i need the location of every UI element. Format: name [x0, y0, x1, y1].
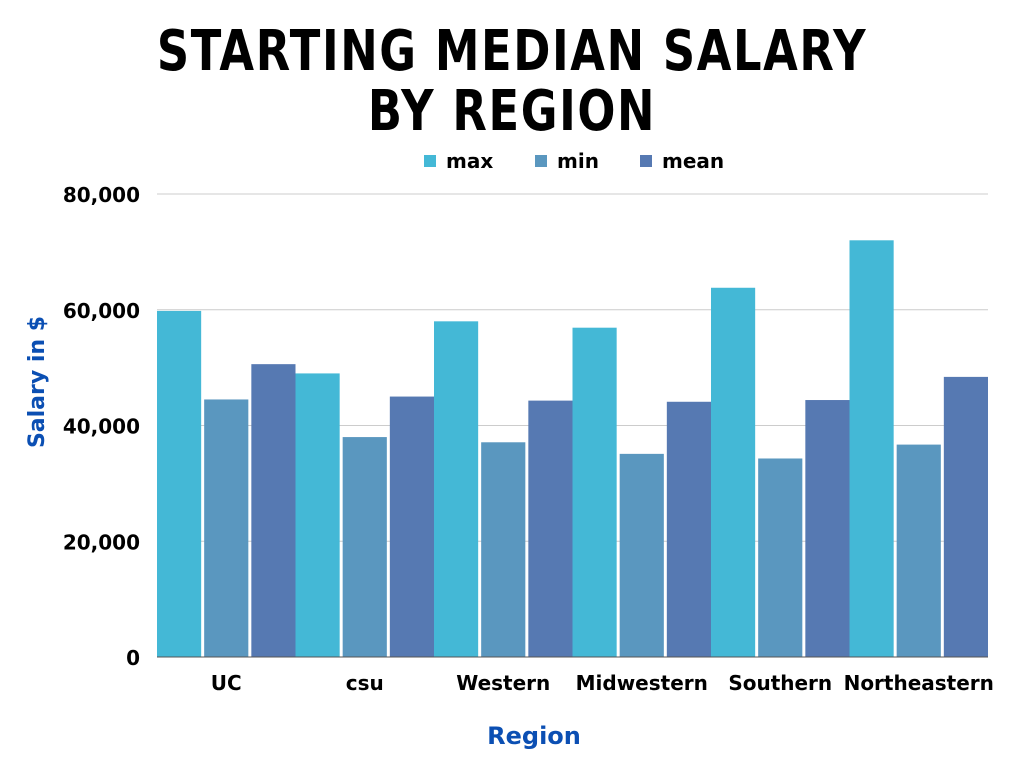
legend-label-mean: mean — [662, 149, 724, 173]
x-tick-label: UC — [211, 671, 242, 695]
chart-title: STARTING MEDIAN SALARY BY REGION — [102, 22, 921, 142]
chart-title-line-2: BY REGION — [367, 79, 657, 144]
legend-swatch-min — [535, 155, 547, 167]
y-tick-label: 0 — [126, 646, 140, 670]
legend-swatch-mean — [640, 155, 652, 167]
x-tick-label: Midwestern — [576, 671, 708, 695]
bar-mean — [528, 400, 573, 657]
bar-max — [849, 240, 894, 658]
legend-swatch-max — [424, 155, 436, 167]
bar-max — [711, 287, 756, 657]
y-tick-label: 20,000 — [63, 530, 140, 554]
bar-mean — [666, 401, 711, 657]
bar-mean — [251, 364, 296, 657]
bar-min — [896, 444, 941, 657]
bar-min — [481, 442, 526, 657]
y-axis-label: Salary in $ — [25, 316, 50, 448]
bar-min — [758, 458, 803, 657]
x-tick-label: csu — [346, 671, 384, 695]
x-axis-label: Region — [487, 722, 581, 750]
bars — [157, 240, 988, 658]
x-tick-label: Western — [456, 671, 550, 695]
legend-label-max: max — [446, 149, 493, 173]
x-tick-label: Northeastern — [844, 671, 994, 695]
bar-min — [619, 453, 664, 657]
bar-mean — [805, 400, 850, 657]
bar-max — [157, 310, 202, 657]
bar-mean — [389, 396, 434, 657]
bar-max — [434, 321, 479, 657]
legend: max min mean — [424, 149, 724, 173]
bar-mean — [943, 376, 988, 657]
y-axis-ticks: 0 20,000 40,000 60,000 80,000 — [63, 183, 140, 670]
bar-min — [204, 399, 249, 657]
y-tick-label: 40,000 — [63, 415, 140, 439]
chart-title-line-1: STARTING MEDIAN SALARY — [156, 19, 868, 84]
y-tick-label: 60,000 — [63, 299, 140, 323]
x-axis-ticks: UC csu Western Midwestern Southern Northeaste… — [211, 671, 994, 695]
bar-max — [572, 327, 617, 657]
x-tick-label: Southern — [728, 671, 832, 695]
bar-max — [295, 373, 340, 657]
legend-label-min: min — [557, 149, 599, 173]
y-tick-label: 80,000 — [63, 183, 140, 207]
bar-min — [342, 437, 387, 657]
